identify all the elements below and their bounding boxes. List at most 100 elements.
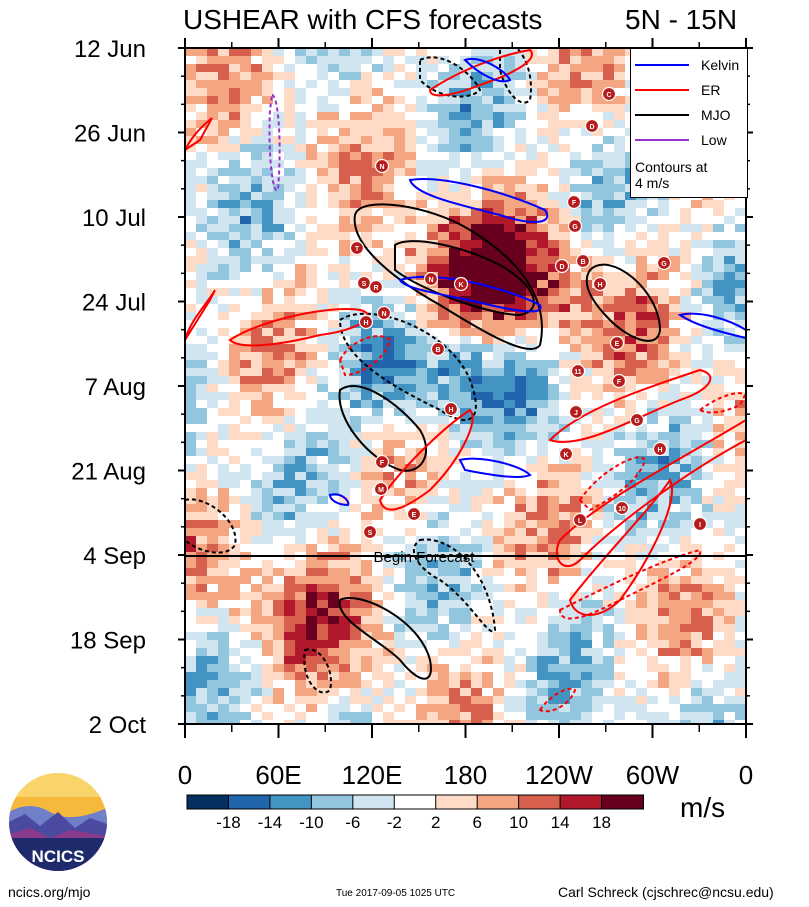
- field-cell: [218, 224, 229, 232]
- field-cell: [383, 432, 394, 440]
- field-cell: [581, 648, 592, 656]
- field-cell: [427, 168, 438, 176]
- field-cell: [317, 256, 328, 264]
- field-cell: [185, 640, 196, 648]
- field-cell: [295, 168, 306, 176]
- field-cell: [273, 280, 284, 288]
- footer-timestamp: Tue 2017-09-05 1025 UTC: [336, 888, 456, 899]
- field-cell: [273, 288, 284, 296]
- field-cell: [416, 88, 427, 96]
- field-cell: [482, 224, 493, 232]
- field-cell: [185, 256, 196, 264]
- field-cell: [471, 456, 482, 464]
- field-cell: [482, 536, 493, 544]
- field-cell: [559, 696, 570, 704]
- field-cell: [724, 264, 735, 272]
- field-cell: [504, 336, 515, 344]
- field-cell: [262, 48, 273, 56]
- field-cell: [625, 360, 636, 368]
- field-cell: [427, 136, 438, 144]
- field-cell: [350, 600, 361, 608]
- field-cell: [460, 704, 471, 712]
- field-cell: [295, 72, 306, 80]
- field-cell: [240, 576, 251, 584]
- field-cell: [548, 408, 559, 416]
- field-cell: [416, 208, 427, 216]
- field-cell: [592, 424, 603, 432]
- field-cell: [724, 528, 735, 536]
- field-cell: [526, 400, 537, 408]
- field-cell: [306, 128, 317, 136]
- field-cell: [603, 312, 614, 320]
- field-cell: [493, 616, 504, 624]
- field-cell: [405, 480, 416, 488]
- field-cell: [680, 584, 691, 592]
- field-cell: [229, 608, 240, 616]
- footer-url[interactable]: ncics.org/mjo: [8, 884, 91, 900]
- field-cell: [636, 680, 647, 688]
- field-cell: [251, 616, 262, 624]
- field-cell: [427, 624, 438, 632]
- field-cell: [196, 104, 207, 112]
- field-cell: [658, 336, 669, 344]
- field-cell: [438, 160, 449, 168]
- field-cell: [416, 352, 427, 360]
- field-cell: [273, 256, 284, 264]
- field-cell: [284, 264, 295, 272]
- field-cell: [691, 712, 702, 720]
- field-cell: [229, 472, 240, 480]
- field-cell: [471, 664, 482, 672]
- field-cell: [515, 512, 526, 520]
- field-cell: [273, 720, 284, 724]
- field-cell: [647, 360, 658, 368]
- field-cell: [515, 536, 526, 544]
- field-cell: [603, 672, 614, 680]
- field-cell: [196, 432, 207, 440]
- field-cell: [614, 592, 625, 600]
- field-cell: [735, 560, 746, 568]
- field-cell: [658, 208, 669, 216]
- field-cell: [295, 544, 306, 552]
- field-cell: [548, 48, 559, 56]
- field-cell: [196, 136, 207, 144]
- field-cell: [570, 640, 581, 648]
- field-cell: [471, 392, 482, 400]
- x-tick-label: 60W: [626, 760, 680, 790]
- field-cell: [460, 448, 471, 456]
- field-cell: [295, 184, 306, 192]
- field-cell: [229, 712, 240, 720]
- field-cell: [306, 664, 317, 672]
- field-cell: [372, 136, 383, 144]
- field-cell: [548, 200, 559, 208]
- field-cell: [493, 352, 504, 360]
- field-cell: [559, 576, 570, 584]
- field-cell: [702, 648, 713, 656]
- field-cell: [273, 624, 284, 632]
- legend: Kelvin ER MJO Low Contours at 4 m/s: [630, 48, 748, 198]
- field-cell: [339, 632, 350, 640]
- field-cell: [317, 328, 328, 336]
- field-cell: [372, 128, 383, 136]
- field-cell: [405, 328, 416, 336]
- field-cell: [361, 664, 372, 672]
- field-cell: [251, 656, 262, 664]
- field-cell: [614, 432, 625, 440]
- field-cell: [229, 160, 240, 168]
- field-cell: [471, 488, 482, 496]
- field-cell: [482, 440, 493, 448]
- field-cell: [361, 352, 372, 360]
- field-cell: [306, 392, 317, 400]
- field-cell: [394, 296, 405, 304]
- field-cell: [273, 600, 284, 608]
- field-cell: [438, 208, 449, 216]
- field-cell: [724, 288, 735, 296]
- field-cell: [251, 416, 262, 424]
- field-cell: [603, 336, 614, 344]
- field-cell: [449, 128, 460, 136]
- field-cell: [460, 104, 471, 112]
- field-cell: [394, 280, 405, 288]
- field-cell: [603, 256, 614, 264]
- field-cell: [251, 152, 262, 160]
- field-cell: [262, 264, 273, 272]
